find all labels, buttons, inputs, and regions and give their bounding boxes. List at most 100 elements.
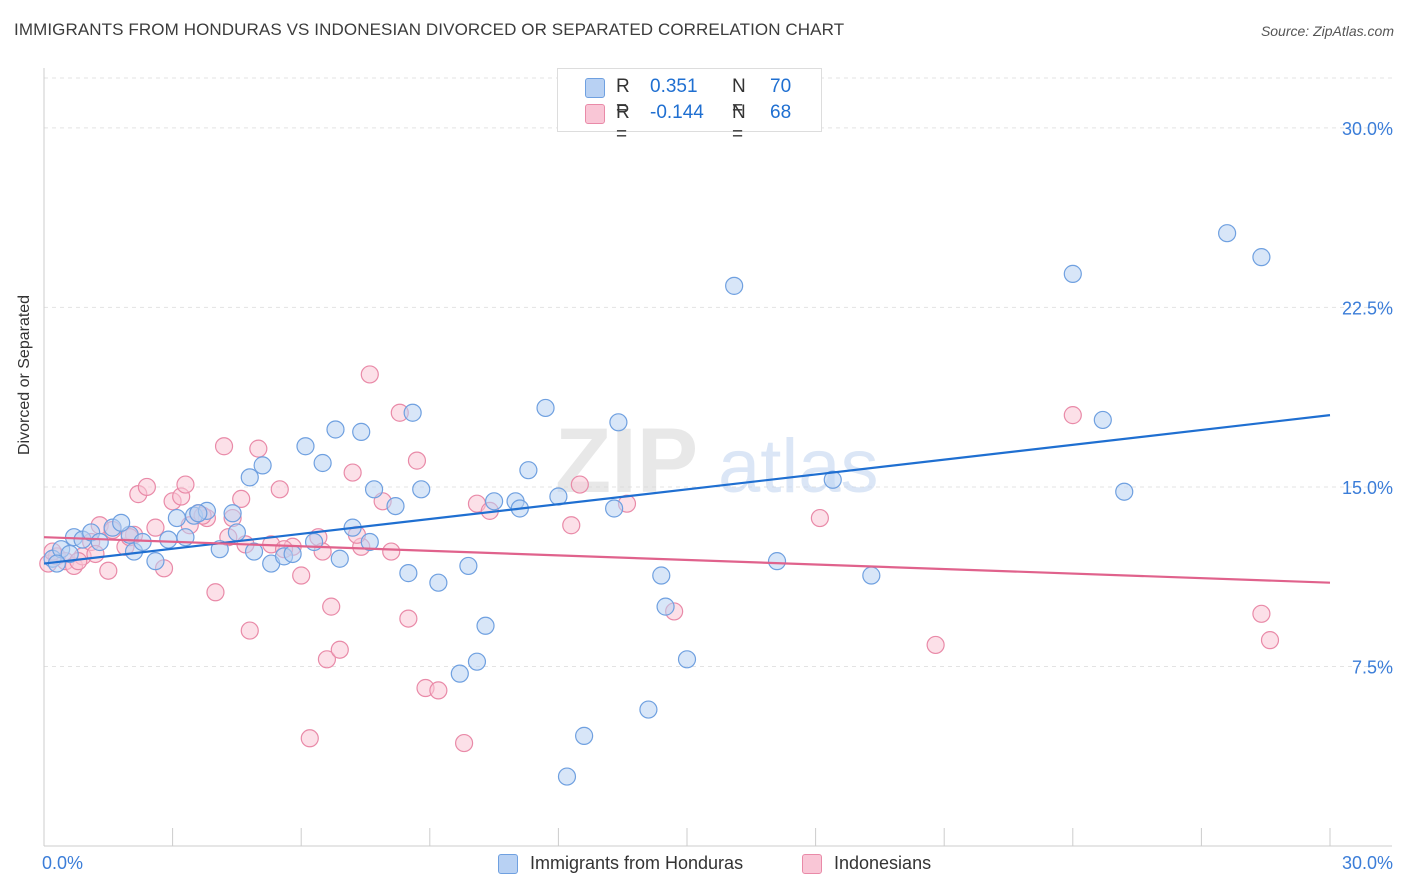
legend-swatch-indonesians xyxy=(585,104,605,124)
honduras-point xyxy=(240,468,259,487)
watermark: ZIP atlas xyxy=(555,410,879,512)
honduras-point xyxy=(90,532,109,552)
indonesians-point xyxy=(206,583,225,602)
indonesians-point xyxy=(330,640,349,659)
honduras-point xyxy=(656,597,675,616)
legend-swatch-indonesians xyxy=(802,854,822,874)
honduras-point xyxy=(467,652,487,671)
r-label: R = xyxy=(616,102,630,145)
honduras-point xyxy=(1218,224,1237,243)
r-value: 0.351 xyxy=(650,76,698,97)
indonesians-point xyxy=(343,463,362,482)
x-tick-label: 0.0% xyxy=(42,853,83,873)
honduras-point xyxy=(189,504,208,523)
source-label: Source: ZipAtlas.com xyxy=(1260,23,1394,39)
honduras-point xyxy=(609,413,628,432)
honduras-point xyxy=(725,276,744,295)
honduras-point xyxy=(112,513,131,532)
honduras-point xyxy=(429,573,448,592)
legend-label: Immigrants from Honduras xyxy=(530,853,744,873)
legend-swatch-honduras xyxy=(585,78,605,98)
indonesians-point xyxy=(270,480,289,499)
y-axis-title: Divorced or Separated xyxy=(16,294,33,455)
honduras-point xyxy=(536,398,555,418)
honduras-point xyxy=(360,532,379,552)
indonesians-point xyxy=(407,451,427,470)
honduras-point xyxy=(296,437,315,456)
honduras-point xyxy=(652,566,671,585)
y-tick-label: 30.0% xyxy=(1342,119,1393,139)
honduras-point xyxy=(210,540,229,559)
honduras-point xyxy=(227,523,246,542)
x-tick-label: 30.0% xyxy=(1342,853,1393,873)
indonesians-point xyxy=(382,542,401,561)
honduras-trendline xyxy=(43,414,1331,565)
indonesians-point xyxy=(99,561,118,580)
indonesians-point xyxy=(137,477,156,497)
y-tick-label: 7.5% xyxy=(1352,657,1393,677)
indonesians-point xyxy=(399,609,418,628)
honduras-point xyxy=(313,453,332,473)
legend-label: Indonesians xyxy=(834,853,932,873)
indonesians-point xyxy=(146,518,165,537)
honduras-point xyxy=(476,616,495,635)
indonesians-point xyxy=(1252,604,1271,623)
honduras-point xyxy=(352,422,371,441)
indonesians-point xyxy=(810,508,829,528)
indonesians-point xyxy=(214,437,234,456)
honduras-point xyxy=(1063,264,1082,283)
honduras-point xyxy=(450,664,469,683)
axes xyxy=(43,68,1392,847)
indonesians-point xyxy=(322,597,341,616)
honduras-point xyxy=(403,403,422,422)
honduras-point xyxy=(159,530,178,549)
correlation-legend: R = 0.351 N = 70 R = -0.144 N = 68 xyxy=(557,68,822,145)
honduras-point xyxy=(1115,482,1134,501)
tick-labels: 7.5% 15.0% 22.5% 30.0% 0.0% 30.0% xyxy=(42,119,1393,873)
honduras-point xyxy=(639,700,658,719)
indonesians-point xyxy=(562,516,581,535)
r-label: R = xyxy=(616,76,630,119)
honduras-point xyxy=(823,470,842,489)
honduras-point xyxy=(330,549,349,568)
honduras-point xyxy=(519,461,538,480)
chart-title: IMMIGRANTS FROM HONDURAS VS INDONESIAN D… xyxy=(14,20,845,39)
n-label: N = xyxy=(732,76,746,119)
indonesians-point xyxy=(176,475,195,494)
honduras-point xyxy=(244,542,264,561)
honduras-point xyxy=(862,566,881,585)
indonesians-point xyxy=(570,475,589,494)
n-value: 68 xyxy=(770,102,792,123)
honduras-point xyxy=(412,480,431,499)
honduras-point xyxy=(605,499,624,518)
legend-swatch-honduras xyxy=(498,854,518,874)
indonesians-point xyxy=(300,729,319,748)
indonesians-point xyxy=(1260,631,1280,650)
honduras-point xyxy=(767,552,787,571)
honduras-point xyxy=(326,420,345,439)
honduras-point xyxy=(557,767,577,786)
series-legend: Immigrants from Honduras Indonesians xyxy=(0,853,1406,877)
honduras-point xyxy=(364,480,384,499)
indonesians-point xyxy=(232,489,251,509)
trendlines xyxy=(43,414,1331,584)
r-value: -0.144 xyxy=(650,102,704,123)
honduras-point xyxy=(386,496,405,516)
indonesians-point xyxy=(926,635,945,655)
honduras-point xyxy=(1093,410,1112,430)
indonesians-point xyxy=(454,733,474,753)
indonesians-point xyxy=(292,566,311,585)
indonesians-point xyxy=(249,439,268,458)
indonesians-point xyxy=(317,650,337,669)
honduras-point xyxy=(146,552,165,571)
honduras-point xyxy=(60,544,79,564)
honduras-point xyxy=(167,508,186,528)
honduras-point xyxy=(283,544,302,564)
honduras-point xyxy=(575,726,594,745)
honduras-point xyxy=(253,456,272,475)
indonesians-point xyxy=(1063,406,1082,425)
n-value: 70 xyxy=(770,76,792,97)
honduras-point xyxy=(399,564,418,583)
honduras-point xyxy=(677,650,697,669)
